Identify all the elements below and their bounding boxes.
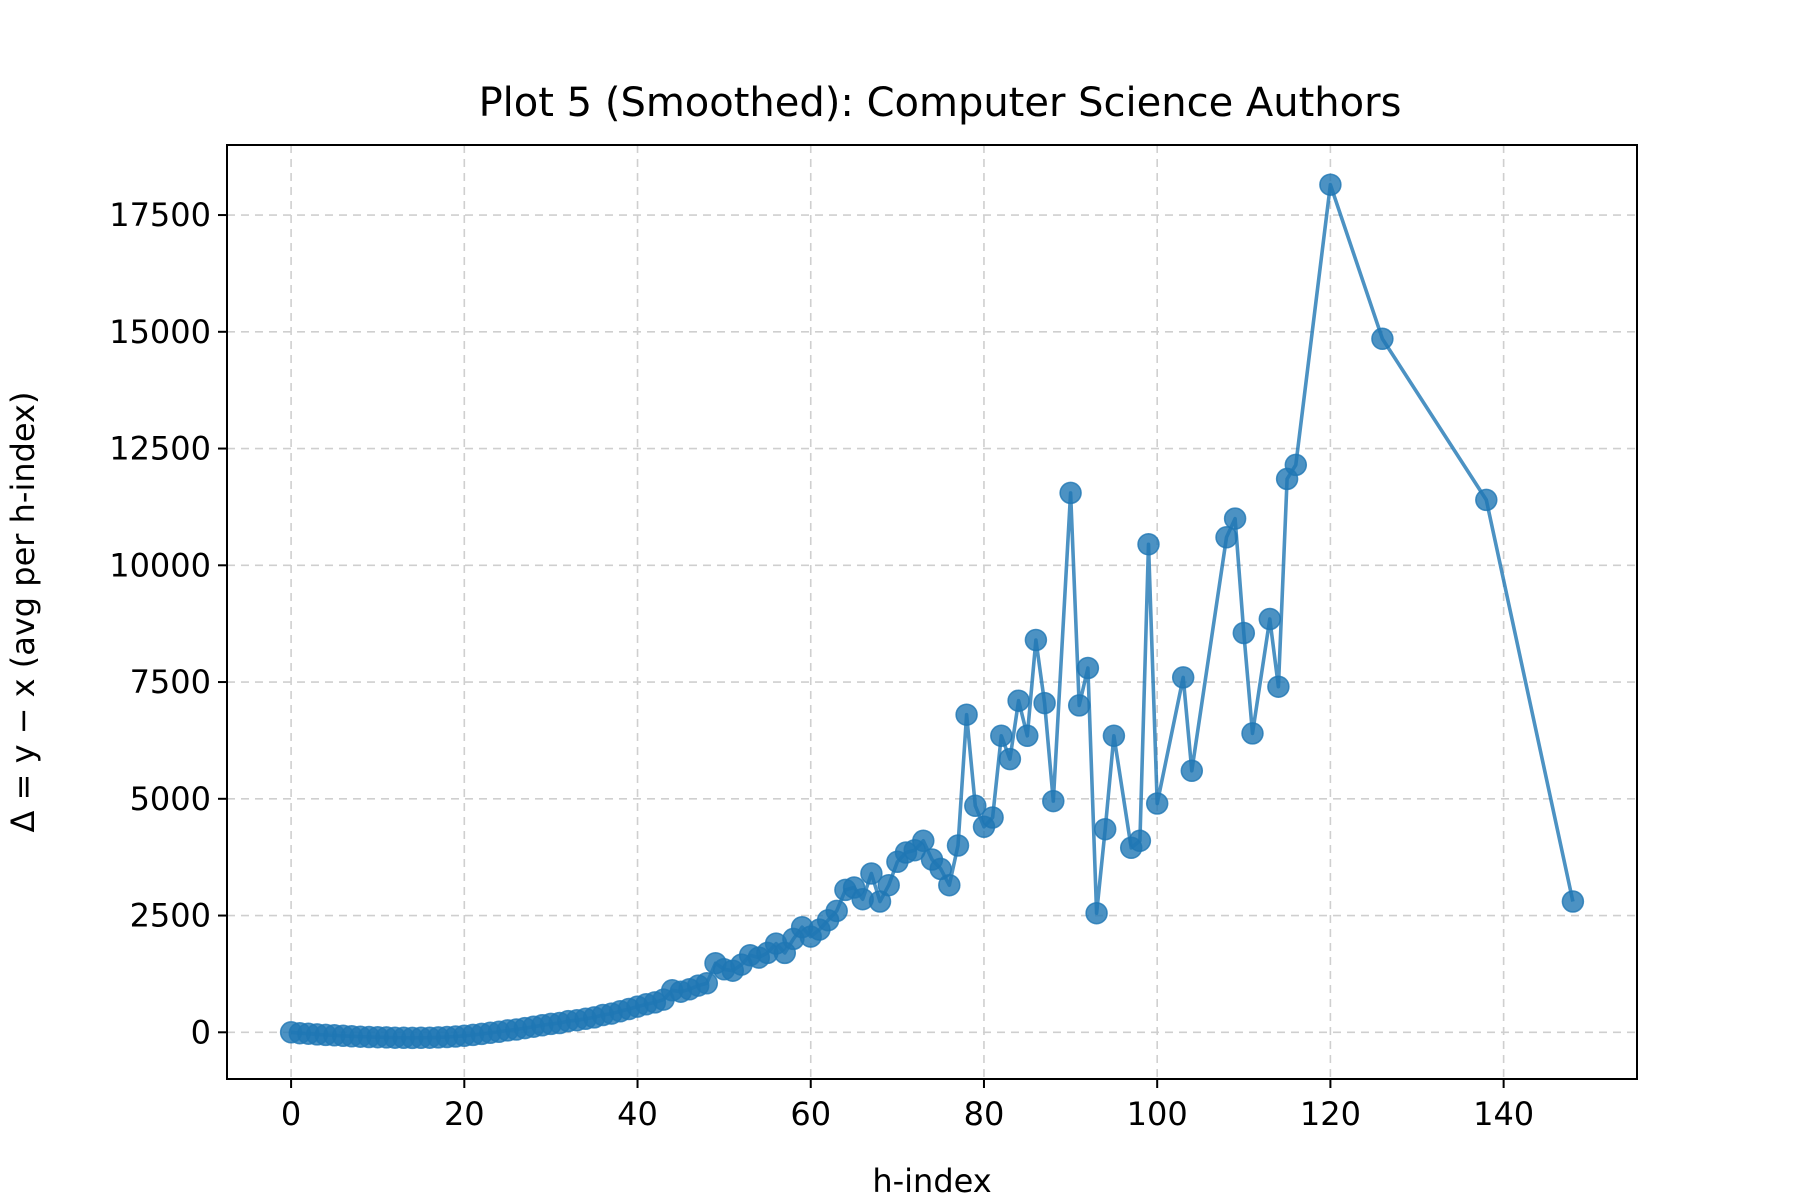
y-tick-label: 17500 bbox=[109, 196, 211, 234]
data-point bbox=[938, 873, 961, 897]
y-axis: 0 2500 5000 7500 10000 12500 15000 17500 bbox=[109, 196, 227, 1051]
chart-title: Plot 5 (Smoothed): Computer Science Auth… bbox=[479, 80, 1402, 126]
x-tick-label: 60 bbox=[790, 1095, 831, 1133]
data-point bbox=[981, 806, 1004, 829]
x-axis: 0 20 40 60 80 100 120 140 bbox=[281, 1079, 1534, 1133]
data-point bbox=[1067, 694, 1091, 717]
x-tick-label: 40 bbox=[617, 1095, 658, 1133]
y-tick-label: 0 bbox=[191, 1013, 211, 1051]
y-tick-label: 2500 bbox=[130, 897, 211, 935]
plot-frame bbox=[226, 144, 1638, 1080]
data-point bbox=[1241, 722, 1264, 745]
data-point bbox=[1042, 789, 1065, 813]
data-point bbox=[1371, 327, 1394, 351]
x-tick-label: 120 bbox=[1300, 1095, 1361, 1133]
data-point bbox=[1093, 817, 1117, 841]
series bbox=[279, 173, 1585, 1050]
x-tick-label: 20 bbox=[444, 1095, 485, 1133]
x-tick-label: 100 bbox=[1127, 1095, 1188, 1133]
data-point bbox=[1223, 507, 1247, 530]
data-point bbox=[877, 873, 900, 897]
series-line bbox=[290, 182, 1575, 1040]
data-point bbox=[825, 899, 848, 923]
y-tick-label: 5000 bbox=[130, 780, 211, 818]
x-axis-label: h-index bbox=[872, 1162, 991, 1200]
data-point bbox=[1137, 533, 1160, 556]
data-point bbox=[1102, 724, 1126, 748]
data-point bbox=[1128, 829, 1152, 853]
y-tick-label: 10000 bbox=[109, 546, 211, 584]
data-point bbox=[1319, 173, 1342, 196]
data-point bbox=[1232, 621, 1256, 645]
x-tick-label: 140 bbox=[1473, 1095, 1534, 1133]
data-point bbox=[860, 862, 883, 885]
data-point bbox=[1561, 890, 1585, 913]
data-point bbox=[946, 834, 970, 857]
data-point bbox=[964, 794, 987, 818]
data-point bbox=[1076, 656, 1100, 680]
grid bbox=[227, 145, 1637, 1079]
y-tick-label: 12500 bbox=[109, 430, 211, 468]
data-point bbox=[1007, 689, 1030, 712]
data-point bbox=[1475, 488, 1498, 512]
y-axis-label: Δ = y − x (avg per h-index) bbox=[4, 392, 42, 833]
data-point bbox=[695, 972, 719, 995]
data-point bbox=[1215, 526, 1238, 549]
data-point bbox=[1016, 724, 1039, 748]
data-point bbox=[955, 703, 978, 726]
data-point bbox=[1171, 666, 1195, 689]
y-tick-label: 7500 bbox=[130, 663, 211, 701]
y-tick-label: 15000 bbox=[109, 313, 211, 351]
data-point bbox=[1059, 481, 1082, 505]
data-point bbox=[998, 747, 1022, 771]
data-point bbox=[1267, 675, 1290, 698]
x-tick-label: 80 bbox=[964, 1095, 1005, 1133]
data-point bbox=[912, 829, 935, 853]
data-point bbox=[1180, 759, 1204, 783]
data-point bbox=[1024, 628, 1048, 652]
data-point bbox=[1258, 607, 1282, 631]
x-tick-label: 0 bbox=[281, 1095, 301, 1133]
data-point bbox=[990, 724, 1013, 748]
data-point bbox=[1145, 792, 1169, 815]
data-point bbox=[1284, 453, 1308, 477]
data-point bbox=[1033, 691, 1056, 715]
data-point bbox=[1085, 901, 1108, 925]
